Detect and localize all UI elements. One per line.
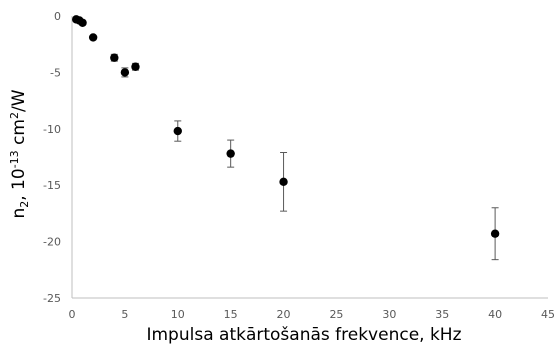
y-label-base: n	[9, 208, 29, 219]
y-label-tail-sup: 2	[8, 112, 21, 119]
data-point	[120, 68, 130, 77]
y-label-end: /W	[9, 89, 29, 112]
x-tick-label: 10	[171, 308, 185, 321]
x-tick-label: 35	[435, 308, 449, 321]
data-point	[110, 53, 119, 62]
axes	[71, 16, 548, 299]
x-axis-title: Impulsa atkārtošanās frekvence, kHz	[146, 325, 461, 344]
y-tick-label: -20	[43, 236, 61, 249]
x-tick-label: 15	[224, 308, 238, 321]
data-points	[72, 15, 500, 238]
x-tick-label: 40	[488, 308, 502, 321]
data-point	[226, 149, 235, 158]
x-tick-label: 20	[277, 308, 291, 321]
data-point	[279, 177, 288, 187]
data-point	[78, 18, 87, 27]
y-label-base-sub: 2	[18, 201, 31, 208]
y-label-mid-sup: -13	[8, 150, 21, 168]
y-axis-title: n2, 10-13 cm2/W	[8, 89, 31, 218]
y-tick-label: -5	[50, 66, 61, 79]
x-tick-label: 45	[541, 308, 555, 321]
x-tick-label: 30	[382, 308, 396, 321]
y-label-tail: cm	[9, 119, 29, 150]
y-tick-label: -15	[43, 179, 61, 192]
x-tick-label: 25	[329, 308, 343, 321]
y-tick-label: -10	[43, 123, 61, 136]
x-tick-labels: 0 5 10 15 20 25 30 35 40 45	[69, 308, 556, 321]
x-tick-label: 5	[121, 308, 128, 321]
data-point	[173, 126, 182, 136]
y-tick-label: 0	[54, 10, 61, 23]
data-point	[490, 229, 500, 238]
y-label-mid: , 10	[9, 168, 29, 200]
x-tick-label: 0	[69, 308, 76, 321]
y-tick-label: -25	[43, 292, 61, 305]
data-point	[131, 62, 140, 71]
error-bars	[72, 17, 499, 261]
y-tick-labels: 0 -5 -10 -15 -20 -25	[43, 10, 61, 305]
data-point	[88, 33, 98, 42]
